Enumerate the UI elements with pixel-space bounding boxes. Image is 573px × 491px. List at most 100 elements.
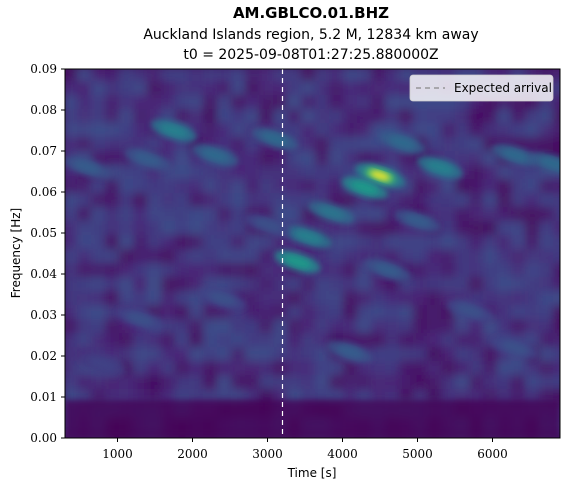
texture-cell — [371, 347, 389, 365]
texture-cell — [343, 375, 361, 393]
texture-cell — [329, 95, 347, 113]
texture-cell — [525, 361, 543, 379]
texture-cell — [553, 389, 560, 407]
texture-cell — [357, 81, 375, 99]
texture-cell — [189, 207, 207, 225]
texture-cell — [259, 95, 277, 113]
texture-cell — [385, 361, 403, 379]
texture-cell — [511, 291, 529, 309]
texture-cell — [399, 361, 417, 379]
texture-cell — [553, 137, 560, 155]
texture-cell — [91, 95, 109, 113]
texture-cell — [147, 221, 165, 239]
texture-cell — [511, 305, 529, 323]
texture-cell — [455, 277, 473, 295]
texture-cell — [217, 319, 235, 337]
texture-cell — [301, 81, 319, 99]
texture-cell — [245, 95, 263, 113]
texture-cell — [385, 235, 403, 253]
texture-cell — [301, 361, 319, 379]
texture-cell — [539, 263, 557, 281]
texture-cell — [175, 347, 193, 365]
texture-cell — [427, 109, 445, 127]
texture-cell — [483, 319, 501, 337]
texture-cell — [161, 249, 179, 267]
texture-cell — [301, 375, 319, 393]
texture-cell — [343, 305, 361, 323]
plot-frame — [64, 68, 561, 439]
texture-cell — [203, 249, 221, 267]
texture-cell — [105, 151, 123, 169]
texture-cell — [217, 123, 235, 141]
texture-cell — [469, 151, 487, 169]
texture-cell — [539, 179, 557, 197]
texture-cell — [91, 81, 109, 99]
texture-cell — [343, 291, 361, 309]
texture-cell — [371, 277, 389, 295]
texture-cell — [301, 165, 319, 183]
texture-cell — [259, 277, 277, 295]
texture-cell — [259, 305, 277, 323]
texture-cell — [525, 165, 543, 183]
texture-cell — [245, 333, 263, 351]
texture-cell — [301, 347, 319, 365]
texture-cell — [217, 193, 235, 211]
texture-cell — [343, 151, 361, 169]
texture-cell — [77, 95, 95, 113]
texture-cell — [91, 123, 109, 141]
texture-cell — [483, 109, 501, 127]
texture-cell — [343, 137, 361, 155]
texture-cell — [287, 319, 305, 337]
texture-cell — [189, 165, 207, 183]
texture-cell — [119, 333, 137, 351]
texture-cell — [539, 123, 557, 141]
texture-cell — [231, 81, 249, 99]
texture-cell — [357, 207, 375, 225]
texture-cell — [427, 137, 445, 155]
spectral-hotspot — [351, 181, 379, 195]
texture-cell — [217, 207, 235, 225]
texture-cell — [539, 333, 557, 351]
texture-cell — [231, 235, 249, 253]
texture-cell — [203, 347, 221, 365]
texture-cell — [217, 221, 235, 239]
texture-cell — [245, 347, 263, 365]
texture-cell — [427, 249, 445, 267]
texture-cell — [399, 291, 417, 309]
spectral-hotspot — [539, 156, 560, 170]
texture-cell — [539, 361, 557, 379]
texture-cell — [161, 291, 179, 309]
texture-cell — [343, 95, 361, 113]
texture-cell — [469, 137, 487, 155]
texture-cell — [539, 375, 557, 393]
x-axis-label: Time [s] — [287, 466, 337, 480]
texture-cell — [133, 235, 151, 253]
texture-cell — [203, 95, 221, 113]
texture-cell — [105, 123, 123, 141]
texture-cell — [77, 277, 95, 295]
texture-cell — [147, 361, 165, 379]
texture-cell — [77, 123, 95, 141]
texture-cell — [553, 179, 560, 197]
texture-cell — [525, 179, 543, 197]
texture-cell — [245, 319, 263, 337]
texture-cell — [511, 221, 529, 239]
texture-cell — [329, 263, 347, 281]
texture-cell — [455, 375, 473, 393]
texture-cell — [343, 319, 361, 337]
texture-cell — [385, 291, 403, 309]
texture-cell — [91, 193, 109, 211]
texture-cell — [525, 193, 543, 211]
texture-cell — [119, 123, 137, 141]
texture-cell — [231, 375, 249, 393]
texture-cell — [469, 235, 487, 253]
texture-cell — [189, 305, 207, 323]
texture-cell — [161, 81, 179, 99]
texture-cell — [105, 277, 123, 295]
texture-cell — [441, 333, 459, 351]
texture-cell — [161, 207, 179, 225]
texture-cell — [287, 193, 305, 211]
texture-cell — [175, 193, 193, 211]
spectral-hotspot — [317, 206, 345, 219]
texture-cell — [161, 137, 179, 155]
